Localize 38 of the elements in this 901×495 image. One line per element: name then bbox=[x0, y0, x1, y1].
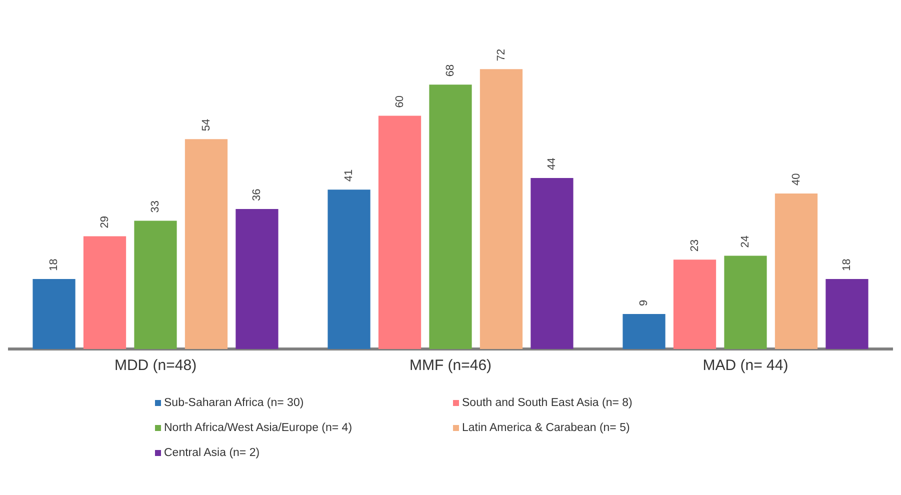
data-label: 41 bbox=[343, 169, 356, 182]
data-label: 36 bbox=[251, 188, 264, 202]
x-tick-label: MDD (n=48) bbox=[114, 357, 197, 374]
data-label: 54 bbox=[200, 118, 212, 132]
bar bbox=[32, 279, 76, 349]
data-label: 40 bbox=[790, 173, 802, 186]
bar bbox=[134, 220, 177, 349]
data-label: 60 bbox=[394, 96, 406, 108]
data-label: 44 bbox=[546, 158, 558, 170]
legend-label: North Africa/West Asia/Europe (n= 4) bbox=[164, 422, 352, 434]
legend-label: Sub-Saharan Africa (n= 30) bbox=[164, 397, 304, 409]
bar bbox=[83, 236, 126, 349]
data-label: 23 bbox=[688, 239, 701, 252]
bar bbox=[480, 69, 523, 349]
bar bbox=[378, 116, 422, 349]
legend-label: Latin America & Carabean (n= 5) bbox=[462, 422, 630, 434]
bar bbox=[724, 256, 767, 349]
bar bbox=[328, 190, 370, 349]
data-label: 68 bbox=[444, 64, 457, 77]
data-label: 33 bbox=[150, 200, 162, 213]
x-tick-label: MMF (n=46) bbox=[409, 357, 492, 374]
bar bbox=[530, 178, 574, 349]
bar bbox=[236, 209, 278, 349]
bar bbox=[673, 260, 716, 349]
bar bbox=[826, 279, 868, 349]
bar bbox=[622, 314, 666, 349]
data-label: 9 bbox=[638, 300, 650, 306]
bar bbox=[184, 139, 228, 349]
data-label: 72 bbox=[495, 48, 508, 62]
x-tick-label: MAD (n= 44) bbox=[702, 357, 788, 374]
legend-label: South and South East Asia (n= 8) bbox=[462, 397, 632, 409]
data-label: 18 bbox=[841, 258, 854, 272]
legend-label: Central Asia (n= 2) bbox=[164, 447, 260, 459]
data-label: 18 bbox=[48, 258, 60, 272]
bar bbox=[429, 84, 472, 349]
data-label: 24 bbox=[740, 235, 752, 248]
data-label: 29 bbox=[98, 216, 111, 228]
bar bbox=[774, 194, 818, 349]
